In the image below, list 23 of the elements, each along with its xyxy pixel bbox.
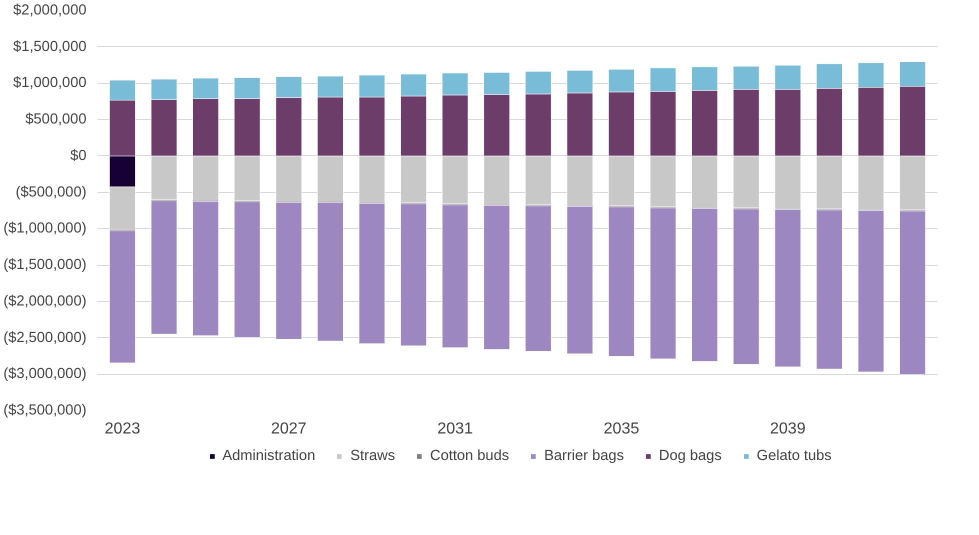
y-tick-label: ($1,500,000) — [3, 257, 87, 274]
y-tick-label: $1,000,000 — [13, 75, 87, 92]
legend-label: Administration — [222, 448, 316, 464]
y-tick-label: ($2,000,000) — [3, 293, 87, 310]
x-tick-label: 2031 — [437, 420, 474, 438]
y-tick-label: $1,500,000 — [13, 38, 87, 55]
legend-label: Cotton buds — [430, 448, 510, 464]
x-tick-label: 2023 — [104, 420, 140, 438]
x-tick-label: 2027 — [270, 420, 307, 438]
legend-label: Gelato tubs — [756, 448, 832, 464]
legend-label: Barrier bags — [544, 448, 624, 464]
y-tick-label: ($2,500,000) — [3, 330, 87, 346]
x-tick-label: 2039 — [770, 420, 806, 438]
y-tick-label: $0 — [70, 148, 87, 164]
legend-label: Straws — [350, 448, 396, 464]
y-tick-label: ($1,000,000) — [3, 220, 87, 237]
y-tick-label: ($3,000,000) — [3, 366, 87, 382]
y-tick-label: $500,000 — [25, 112, 87, 128]
y-tick-label: ($3,500,000) — [3, 402, 87, 418]
y-tick-label: $2,000,000 — [13, 2, 87, 18]
legend-label: Dog bags — [658, 448, 722, 464]
y-tick-label: ($500,000) — [16, 184, 87, 200]
x-tick-label: 2035 — [604, 420, 640, 438]
